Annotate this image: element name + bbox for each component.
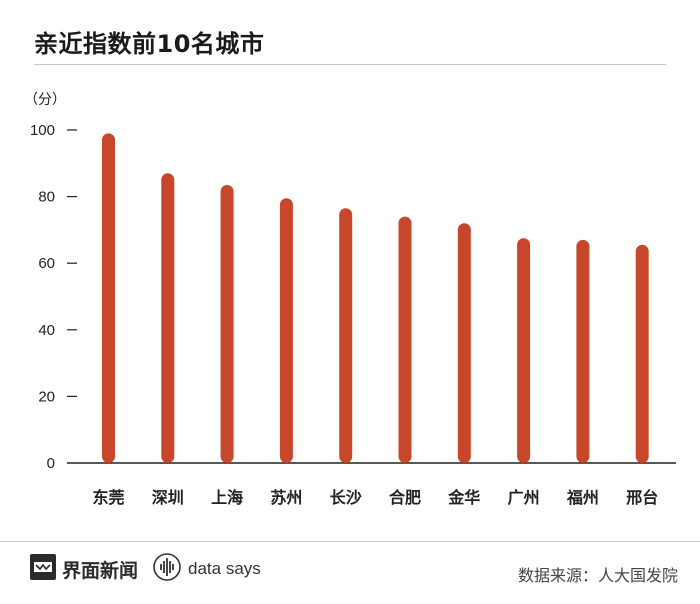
y-tick-label: 80 xyxy=(38,189,55,206)
x-tick-label: 邢台 xyxy=(625,488,658,507)
x-tick-label: 金华 xyxy=(447,488,480,507)
x-axis-labels: 东莞 深圳 上海 苏州 长沙 合肥 金华 广州 福州 邢台 xyxy=(92,488,658,507)
bar-6 xyxy=(398,216,412,463)
y-axis-unit-label: （分） xyxy=(24,92,66,108)
brand-block: 界面新闻 data says xyxy=(30,552,261,586)
x-tick-label: 广州 xyxy=(508,488,540,507)
x-tick-label: 合肥 xyxy=(389,488,421,507)
chart-title: 亲近指数前10名城市 xyxy=(34,30,265,58)
bar-chart: （分） 0 20 40 60 80 100 东莞 深圳 上海 苏州 长沙 合肥 金华 广州 福州 邢台 xyxy=(24,92,676,507)
y-tick-label: 60 xyxy=(38,255,55,272)
chart-area: （分） 0 20 40 60 80 100 东莞 深圳 上海 苏州 长沙 合肥 金华 广州 福州 邢台 xyxy=(24,92,676,507)
data-source: 数据来源：人大国发院 xyxy=(517,566,678,585)
bar-7 xyxy=(457,223,471,463)
x-tick-label: 上海 xyxy=(211,488,243,507)
y-tick-label: 20 xyxy=(38,388,55,405)
x-tick-label: 东莞 xyxy=(92,488,124,507)
data-says-logo: data says xyxy=(152,552,261,586)
bar-3 xyxy=(220,184,234,463)
y-axis: 0 20 40 60 80 100 xyxy=(30,122,77,472)
data-says-icon xyxy=(152,552,182,586)
bars-group xyxy=(102,133,649,464)
x-tick-label: 长沙 xyxy=(330,488,362,507)
jiemian-logo-icon xyxy=(30,554,56,584)
title-divider xyxy=(34,64,666,65)
x-tick-label: 苏州 xyxy=(270,488,302,507)
x-tick-label: 深圳 xyxy=(152,488,184,507)
bar-8 xyxy=(517,238,531,463)
brand-name: 界面新闻 xyxy=(62,559,139,582)
footer-divider xyxy=(0,541,700,542)
bar-5 xyxy=(339,208,353,463)
x-tick-label: 福州 xyxy=(566,488,599,507)
bar-4 xyxy=(279,198,293,463)
y-tick-label: 0 xyxy=(47,455,55,472)
bar-10 xyxy=(635,244,649,463)
bar-2 xyxy=(161,173,175,464)
bar-9 xyxy=(576,239,590,463)
y-tick-label: 100 xyxy=(30,122,55,139)
data-says-label: data says xyxy=(188,559,261,578)
bar-1 xyxy=(102,133,115,463)
y-tick-label: 40 xyxy=(38,322,55,339)
